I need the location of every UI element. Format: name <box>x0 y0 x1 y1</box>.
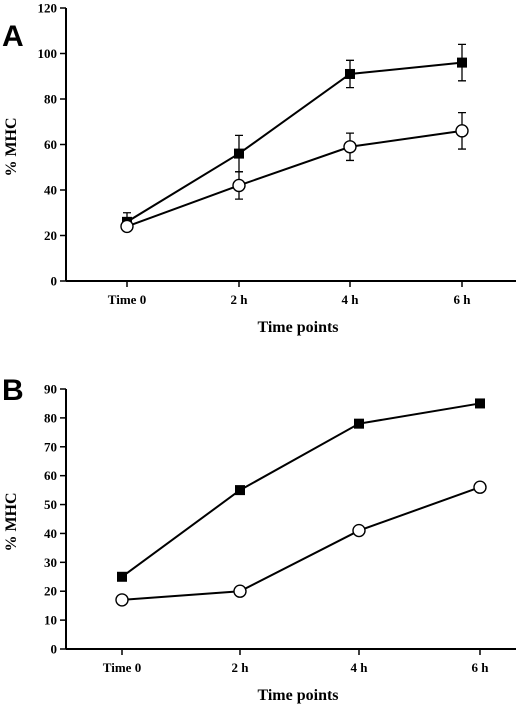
panel-b-y-tick-label: 60 <box>44 468 57 483</box>
panel-b-y-tick-label: 40 <box>44 526 57 541</box>
panel-b-y-tick-label: 20 <box>44 584 57 599</box>
panel-b-series-line <box>121 486 481 601</box>
panel-b-label: B <box>2 374 24 407</box>
panel-b-y-tick-label: 10 <box>44 613 57 628</box>
panel-a-y-tick-label: 40 <box>44 183 57 198</box>
panel-a-x-ticks: Time 0 2 h 4 h 6 h <box>108 281 471 307</box>
panel-b-square-point <box>235 485 245 496</box>
panel-a-circle-point <box>455 124 469 138</box>
panel-a-axes <box>65 8 516 282</box>
panel-a-x-axis-title: Time points <box>257 319 338 336</box>
panel-a-series-line <box>126 61 463 223</box>
panel-a-y-tick-label: 20 <box>44 228 57 243</box>
panel-a-x-tick-label: 6 h <box>454 292 472 307</box>
panel-b-y-tick-label: 50 <box>44 497 57 512</box>
panel-b-series-line <box>121 402 481 578</box>
panel-a-circle-point <box>343 140 357 154</box>
panel-b-axes <box>65 389 516 650</box>
panel-b-series <box>115 398 487 607</box>
panel-b-y-tick-label: 30 <box>44 555 57 570</box>
panel-a-series-open-circle <box>120 112 469 234</box>
panel-b-y-tick-label: 70 <box>44 439 57 454</box>
panel-b-series-open-circle <box>115 480 487 607</box>
panel-a-square-point <box>234 148 244 159</box>
panel-a-x-tick-label: 4 h <box>342 292 360 307</box>
panel-a: A 0 20 40 60 80 100 120 Time 0 2 h 4 h 6 h Time p… <box>2 1 516 336</box>
panel-a-x-tick-label: 2 h <box>231 292 249 307</box>
panel-b-x-tick-label: 4 h <box>351 660 369 675</box>
panel-b-square-point <box>117 571 127 582</box>
panel-a-x-tick-label: Time 0 <box>108 292 146 307</box>
panel-b-circle-point <box>473 480 487 494</box>
panel-a-y-tick-label: 0 <box>51 274 58 289</box>
panel-b-x-axis-title: Time points <box>257 687 338 704</box>
panel-b-y-axis-title: % MHC <box>3 492 20 551</box>
panel-a-square-point <box>457 57 467 68</box>
panel-b-circle-point <box>352 523 366 538</box>
panel-a-label: A <box>2 20 24 53</box>
panel-a-circle-point <box>120 219 134 234</box>
panel-a-series-line <box>126 129 463 228</box>
panel-a-y-tick-label: 60 <box>44 137 57 152</box>
panel-b-square-point <box>475 398 485 409</box>
panel-b-circle-point <box>233 584 247 598</box>
panel-a-circle-point <box>232 178 246 193</box>
panel-b-y-ticks: 0 10 20 30 40 50 60 70 80 90 <box>44 382 66 657</box>
panel-b-y-tick-label: 80 <box>44 410 57 425</box>
panel-b-y-tick-label: 0 <box>51 642 58 657</box>
panel-b-circle-point <box>115 593 129 607</box>
panel-b: B 0 10 20 30 40 50 60 70 80 90 Time 0 2 h 4 h 6 h Ti… <box>2 374 516 704</box>
panel-a-y-axis-title: % MHC <box>3 117 20 176</box>
panel-a-series <box>120 43 469 234</box>
panel-b-x-tick-label: 6 h <box>472 660 490 675</box>
panel-a-y-tick-label: 100 <box>38 46 58 61</box>
panel-a-y-ticks: 0 20 40 60 80 100 120 <box>38 1 66 289</box>
panel-b-x-tick-label: 2 h <box>232 660 250 675</box>
panel-a-y-tick-label: 80 <box>44 92 57 107</box>
panel-a-square-point <box>345 68 355 79</box>
panel-a-y-tick-label: 120 <box>38 1 58 16</box>
panel-b-x-tick-label: Time 0 <box>103 660 141 675</box>
panel-b-square-point <box>354 418 364 429</box>
panel-b-series-filled-square <box>117 398 485 582</box>
panel-b-y-tick-label: 90 <box>44 382 57 397</box>
panel-b-x-ticks: Time 0 2 h 4 h 6 h <box>103 649 489 675</box>
